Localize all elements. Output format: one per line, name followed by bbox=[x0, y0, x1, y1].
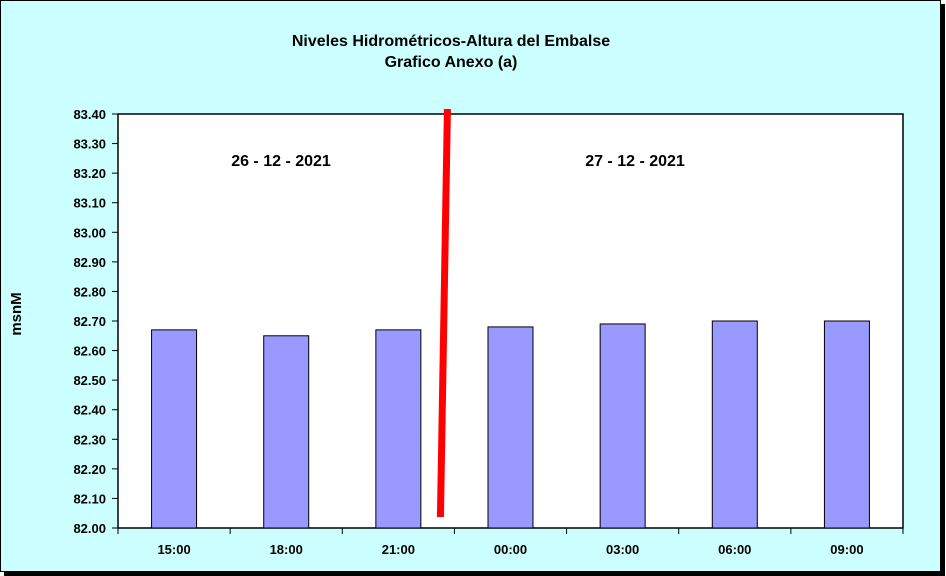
bar bbox=[599, 323, 646, 529]
y-axis-ticks: 82.00 82.10 82.20 82.30 82.40 82.50 82.60 82.70… bbox=[73, 107, 118, 536]
y-tick-label: 82.70 bbox=[73, 314, 106, 329]
bar-series bbox=[151, 320, 870, 529]
x-tick-label: 06:00 bbox=[718, 542, 751, 557]
annotation-day-1: 26 - 12 - 2021 bbox=[231, 153, 331, 170]
y-tick-label: 82.60 bbox=[73, 344, 106, 359]
x-tick-label: 21:00 bbox=[382, 542, 415, 557]
bar bbox=[711, 320, 758, 529]
x-tick-label: 15:00 bbox=[157, 542, 190, 557]
x-tick-label: 00:00 bbox=[494, 542, 527, 557]
y-axis-label: msnM bbox=[8, 292, 25, 335]
annotation-day-2: 27 - 12 - 2021 bbox=[585, 153, 685, 170]
y-tick-label: 83.00 bbox=[73, 225, 106, 240]
x-tick-label: 03:00 bbox=[606, 542, 639, 557]
y-tick-label: 82.50 bbox=[73, 373, 106, 388]
bar bbox=[151, 329, 198, 529]
y-tick-label: 82.20 bbox=[73, 462, 106, 477]
y-tick-label: 83.40 bbox=[73, 107, 106, 122]
y-tick-label: 83.10 bbox=[73, 196, 106, 211]
bar bbox=[263, 335, 310, 529]
y-tick-label: 83.30 bbox=[73, 137, 106, 152]
bar bbox=[487, 326, 534, 529]
x-tick-label: 18:00 bbox=[270, 542, 303, 557]
chart-subtitle: Grafico Anexo (a) bbox=[385, 54, 518, 71]
y-tick-label: 82.90 bbox=[73, 255, 106, 270]
y-tick-label: 82.10 bbox=[73, 491, 106, 506]
bar bbox=[375, 329, 422, 529]
chart-title: Niveles Hidrométricos-Altura del Embalse bbox=[292, 33, 610, 50]
y-tick-label: 82.40 bbox=[73, 403, 106, 418]
day-divider-line bbox=[436, 108, 451, 518]
y-tick-label: 82.00 bbox=[73, 521, 106, 536]
y-tick-label: 82.30 bbox=[73, 432, 106, 447]
x-tick-label: 09:00 bbox=[830, 542, 863, 557]
x-axis-ticks: 15:00 18:00 21:00 00:00 03:00 06:00 09:00 bbox=[117, 528, 904, 557]
y-tick-label: 83.20 bbox=[73, 166, 106, 181]
bar bbox=[823, 320, 870, 529]
y-tick-label: 82.80 bbox=[73, 284, 106, 299]
